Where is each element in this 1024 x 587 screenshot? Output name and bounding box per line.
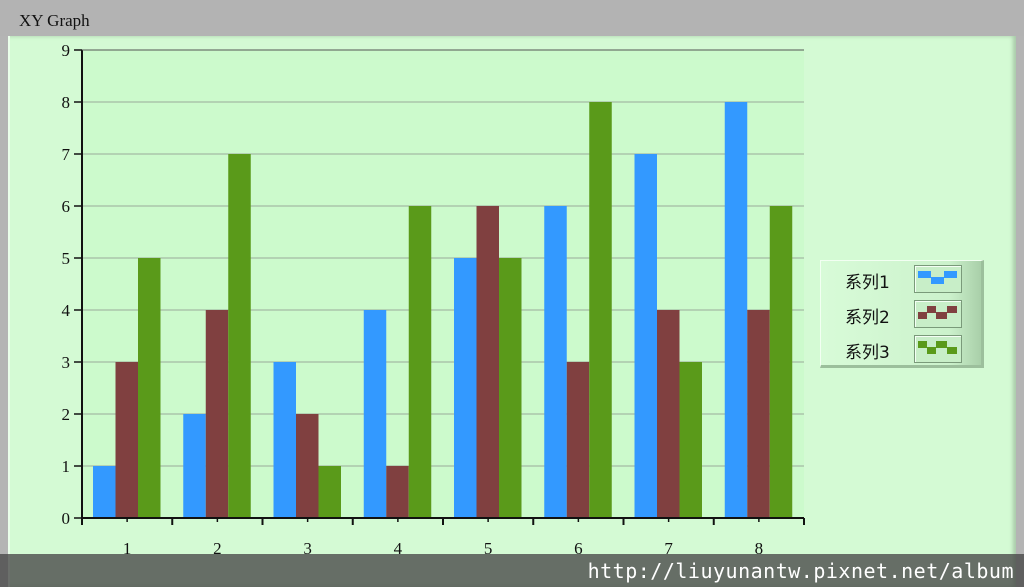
series1-swatch-icon[interactable] <box>914 265 962 293</box>
y-tick-label: 5 <box>62 249 71 268</box>
legend-label: 系列3 <box>845 343 890 363</box>
x-tick-label: 1 <box>123 539 132 558</box>
bar-series2-4 <box>386 466 409 518</box>
legend-item-series3[interactable]: 系列3 <box>821 333 979 363</box>
bar-series3-5 <box>499 258 522 518</box>
watermark-bar: http://liuyunantw.pixnet.net/album <box>0 554 1024 587</box>
y-tick-label: 4 <box>62 301 71 320</box>
x-tick-label: 2 <box>213 539 222 558</box>
bar-series1-6 <box>544 206 567 518</box>
bar-series3-2 <box>228 154 251 518</box>
y-tick-label: 2 <box>62 405 71 424</box>
x-tick-label: 7 <box>664 539 673 558</box>
y-tick-label: 8 <box>62 93 71 112</box>
x-tick-label: 4 <box>394 539 403 558</box>
bar-series1-8 <box>724 102 748 518</box>
y-tick-label: 6 <box>62 197 71 216</box>
y-tick-label: 1 <box>62 457 71 476</box>
bar-series1-5 <box>454 258 477 518</box>
x-tick-label: 8 <box>755 539 764 558</box>
y-tick-label: 7 <box>62 145 71 164</box>
y-tick-label: 9 <box>62 41 71 60</box>
y-tick-label: 3 <box>62 353 71 372</box>
bar-series3-4 <box>408 206 432 518</box>
bar-series2-2 <box>205 310 229 518</box>
series3-swatch-icon[interactable] <box>914 335 962 363</box>
legend-item-series2[interactable]: 系列2 <box>821 298 979 328</box>
x-tick-label: 3 <box>303 539 312 558</box>
bar-series1-2 <box>183 414 206 518</box>
window-title: XY Graph <box>19 11 90 30</box>
watermark-url: http://liuyunantw.pixnet.net/album <box>587 559 1014 583</box>
y-tick-label: 0 <box>62 509 71 528</box>
legend-label: 系列2 <box>845 308 890 328</box>
x-tick-label: 6 <box>574 539 583 558</box>
bar-series3-6 <box>589 102 612 518</box>
x-tick-label: 5 <box>484 539 493 558</box>
bar-series1-7 <box>634 154 657 518</box>
bars <box>93 102 793 518</box>
bar-series3-8 <box>769 206 793 518</box>
x-axis-ticks: 1 2 3 4 5 6 7 8 <box>81 518 805 558</box>
bar-series2-5 <box>476 206 499 518</box>
series2-swatch-icon[interactable] <box>914 300 962 328</box>
bar-series3-3 <box>318 466 341 518</box>
bar-series2-3 <box>296 414 319 518</box>
bar-series2-1 <box>115 362 138 518</box>
bar-series1-4 <box>363 310 387 518</box>
title-bar: XY Graph <box>0 0 1024 36</box>
legend-label: 系列1 <box>845 273 890 293</box>
y-axis-ticks: 0 1 2 3 4 5 6 7 8 9 <box>62 41 82 528</box>
bar-series1-1 <box>93 466 116 518</box>
bar-series2-8 <box>747 310 770 518</box>
bar-series3-1 <box>138 258 161 518</box>
bar-series2-6 <box>566 362 590 518</box>
bar-series1-3 <box>273 362 296 518</box>
bar-series3-7 <box>679 362 702 518</box>
bar-series2-7 <box>657 310 680 518</box>
legend-item-series1[interactable]: 系列1 <box>821 263 979 293</box>
legend[interactable]: 系列1 系列2 系列3 <box>820 260 984 368</box>
